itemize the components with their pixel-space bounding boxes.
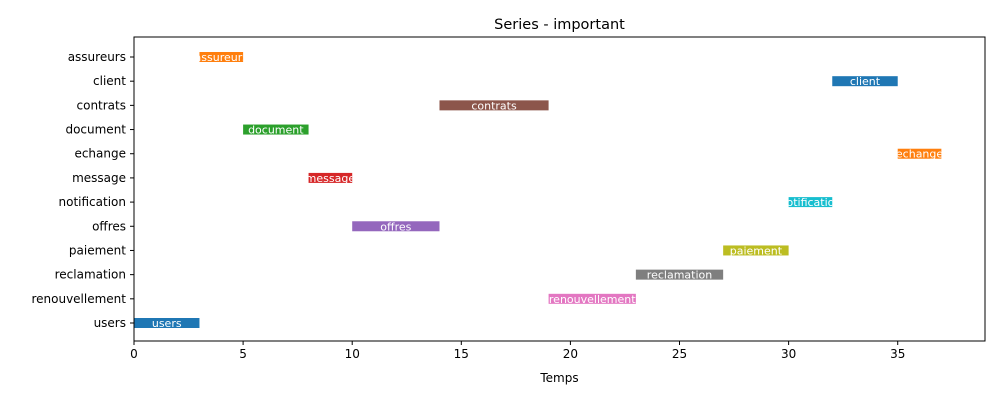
x-tick-label: 25 <box>672 347 687 361</box>
y-tick-label: renouvellement <box>31 292 126 306</box>
bar-reclamation <box>635 269 724 280</box>
x-tick-label: 15 <box>454 347 469 361</box>
bar-echange <box>897 148 942 159</box>
bar-label-paiement: paiement <box>730 244 783 257</box>
bars-layer: users assureurs document message offres contr… <box>134 51 943 330</box>
bar-renouvellement <box>548 293 636 304</box>
bar-label-assureurs: assureurs <box>195 51 249 64</box>
bar-label-echange: echange <box>896 148 943 161</box>
y-tick-label: paiement <box>69 243 126 257</box>
bar-offres <box>352 221 440 232</box>
y-tick-label: notification <box>59 195 126 209</box>
x-tick-label: 0 <box>130 347 138 361</box>
bar-notification <box>788 197 833 208</box>
y-tick-label: reclamation <box>55 268 126 282</box>
x-tick-label: 5 <box>239 347 247 361</box>
bar-label-notification: notification <box>780 196 842 209</box>
x-tick-label: 20 <box>563 347 578 361</box>
bar-document <box>243 124 309 135</box>
y-tick-label: users <box>94 316 126 330</box>
bar-assureurs <box>199 52 244 62</box>
bar-label-document: document <box>248 124 304 137</box>
plot-frame <box>133 36 986 342</box>
bar-label-message: message <box>306 172 356 185</box>
bar-users <box>134 318 200 328</box>
bar-paiement <box>723 245 789 256</box>
x-tick-label: 30 <box>781 347 796 361</box>
y-axis-labels: users renouvellement reclamation paiement of… <box>31 50 134 330</box>
y-tick-label: document <box>65 123 126 137</box>
y-tick-label: message <box>72 171 126 185</box>
y-tick-label: contrats <box>77 98 127 112</box>
bar-label-renouvellement: renouvellement <box>549 293 636 306</box>
bar-message <box>308 172 353 183</box>
x-tick-label: 35 <box>890 347 905 361</box>
bar-label-contrats: contrats <box>471 99 517 112</box>
y-tick-label: offres <box>92 219 126 233</box>
bar-contrats <box>439 100 549 111</box>
chart-title: Series - important <box>494 17 625 33</box>
bar-client <box>832 76 898 87</box>
bar-label-client: client <box>850 75 881 88</box>
bar-label-reclamation: reclamation <box>647 269 712 282</box>
bar-label-offres: offres <box>380 220 411 233</box>
y-tick-label: assureurs <box>68 50 126 64</box>
y-tick-label: client <box>93 74 126 88</box>
bar-label-users: users <box>152 317 182 330</box>
y-tick-label: echange <box>74 147 126 161</box>
x-axis: 0 5 10 15 20 25 30 35 <box>130 341 905 361</box>
x-axis-title: Temps <box>539 371 578 385</box>
x-tick-label: 10 <box>345 347 360 361</box>
